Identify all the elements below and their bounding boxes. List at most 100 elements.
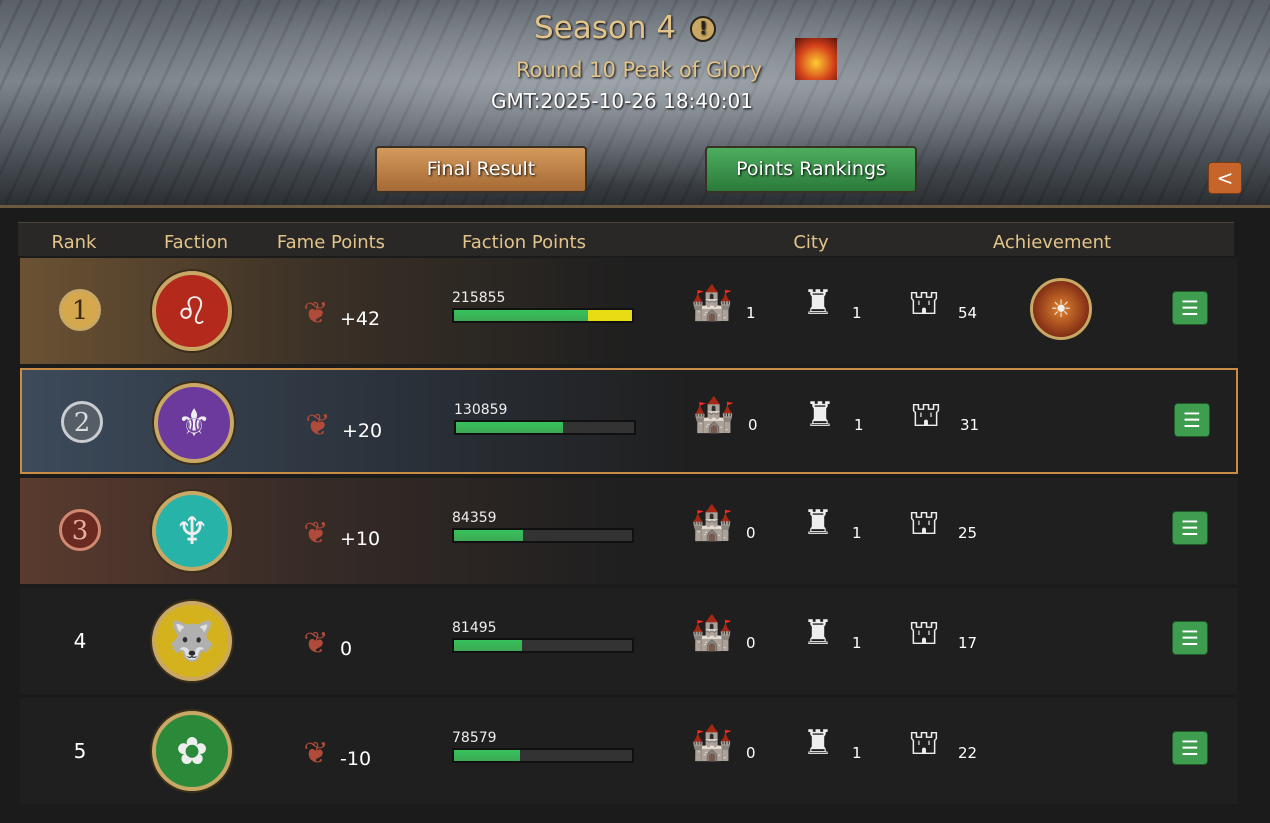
- rank-cell: 3: [55, 503, 105, 559]
- fortress-icon: ♜: [802, 613, 834, 653]
- progress-fill: [456, 422, 563, 433]
- progress-fill: [454, 640, 522, 651]
- gatehouse-count: 25: [958, 524, 978, 542]
- faction-crest-dragon-icon[interactable]: ⚜: [154, 383, 234, 463]
- faction-points: 81495: [452, 620, 497, 636]
- fame-crest-icon: ❦: [303, 296, 329, 331]
- faction-crest-wolf-icon[interactable]: 🐺: [152, 601, 232, 681]
- faction-points-bar: [452, 748, 634, 763]
- progress-fill: [454, 750, 520, 761]
- table-row[interactable]: 4 🐺 ❦ 0 81495 🏰 0 ♜ 1 ⛫ 17 ☰: [20, 588, 1238, 694]
- details-list-button[interactable]: ☰: [1172, 291, 1208, 325]
- faction-crest-rose-icon[interactable]: ✿: [152, 711, 232, 791]
- season-banner: Season 4! Round 10 Peak of Glory GMT:202…: [0, 0, 1270, 208]
- battle-background: [0, 0, 1270, 205]
- gatehouse-icon: ⛫: [910, 395, 942, 435]
- fame-crest-icon: ❦: [303, 626, 329, 661]
- season-title: Season 4!: [0, 10, 1250, 46]
- header-fame-points: Fame Points: [276, 232, 386, 253]
- season-title-text: Season 4: [533, 10, 677, 46]
- fortress-icon: ♜: [802, 723, 834, 763]
- fame-points: +42: [340, 308, 381, 330]
- castle-count: 1: [746, 304, 756, 322]
- rank-medal-icon: 2: [61, 401, 103, 443]
- rank-medal-icon: 1: [59, 289, 101, 331]
- gatehouse-count: 54: [958, 304, 978, 322]
- rank-cell: 2: [57, 395, 107, 451]
- castle-count: 0: [746, 634, 756, 652]
- gmt-time: GMT:2025-10-26 18:40:01: [491, 89, 753, 113]
- final-result-button[interactable]: Final Result: [375, 146, 587, 193]
- castle-count: 0: [746, 524, 756, 542]
- faction-crest-lion-icon[interactable]: ♌: [152, 271, 232, 351]
- fame-crest-icon: ❦: [303, 516, 329, 551]
- fame-points: +20: [342, 420, 383, 442]
- rank-cell: 4: [55, 613, 105, 669]
- rank-number: 5: [73, 739, 87, 763]
- fame-crest-icon: ❦: [303, 736, 329, 771]
- fortress-count: 1: [854, 416, 864, 434]
- gatehouse-icon: ⛫: [908, 503, 940, 543]
- table-row[interactable]: 1 ♌ ❦ +42 215855 🏰 1 ♜ 1 ⛫ 54 ☀ ☰: [20, 258, 1238, 364]
- castle-icon: 🏰: [690, 723, 734, 763]
- header-faction-points: Faction Points: [462, 232, 586, 253]
- header-achievement: Achievement: [992, 232, 1112, 253]
- bonus-fill: [587, 310, 632, 321]
- gatehouse-icon: ⛫: [908, 723, 940, 763]
- fortress-count: 1: [852, 634, 862, 652]
- table-row[interactable]: 3 ♆ ❦ +10 84359 🏰 0 ♜ 1 ⛫ 25 ☰: [20, 478, 1238, 584]
- table-row[interactable]: 5 ✿ ❦ -10 78579 🏰 0 ♜ 1 ⛫ 22 ☰: [20, 698, 1238, 804]
- details-list-button[interactable]: ☰: [1172, 511, 1208, 545]
- rank-cell: 5: [55, 723, 105, 779]
- faction-points: 130859: [454, 402, 508, 418]
- table-header: Rank Faction Fame Points Faction Points …: [18, 222, 1234, 256]
- fortress-icon: ♜: [804, 395, 836, 435]
- faction-points-bar: [452, 528, 634, 543]
- details-list-button[interactable]: ☰: [1174, 403, 1210, 437]
- gatehouse-count: 17: [958, 634, 978, 652]
- achievement-badge-icon[interactable]: ☀: [1030, 278, 1092, 340]
- fame-points: +10: [340, 528, 381, 550]
- faction-points-bar: [452, 308, 634, 323]
- round-emblem-icon: [795, 38, 837, 80]
- faction-points-bar: [452, 638, 634, 653]
- gatehouse-count: 31: [960, 416, 980, 434]
- faction-points-bar: [454, 420, 636, 435]
- rank-medal-icon: 3: [59, 509, 101, 551]
- progress-fill: [454, 530, 524, 541]
- details-list-button[interactable]: ☰: [1172, 621, 1208, 655]
- faction-points: 78579: [452, 730, 497, 746]
- header-city: City: [793, 232, 829, 253]
- faction-points: 84359: [452, 510, 497, 526]
- gatehouse-icon: ⛫: [908, 283, 940, 323]
- points-rankings-button[interactable]: Points Rankings: [705, 146, 917, 193]
- fame-crest-icon: ❦: [305, 408, 331, 443]
- castle-count: 0: [746, 744, 756, 762]
- progress-fill: [454, 310, 588, 321]
- castle-icon: 🏰: [690, 283, 734, 323]
- castle-icon: 🏰: [690, 503, 734, 543]
- fortress-icon: ♜: [802, 503, 834, 543]
- fortress-count: 1: [852, 304, 862, 322]
- faction-points: 215855: [452, 290, 506, 306]
- fortress-count: 1: [852, 524, 862, 542]
- header-faction: Faction: [163, 232, 229, 253]
- castle-icon: 🏰: [690, 613, 734, 653]
- fortress-icon: ♜: [802, 283, 834, 323]
- exclamation-icon[interactable]: !: [690, 16, 717, 42]
- castle-count: 0: [748, 416, 758, 434]
- share-icon[interactable]: <: [1208, 162, 1242, 194]
- rank-number: 4: [73, 629, 87, 653]
- gatehouse-count: 22: [958, 744, 978, 762]
- details-list-button[interactable]: ☰: [1172, 731, 1208, 765]
- gatehouse-icon: ⛫: [908, 613, 940, 653]
- castle-icon: 🏰: [692, 395, 736, 435]
- round-name: Round 10 Peak of Glory: [516, 58, 762, 82]
- fortress-count: 1: [852, 744, 862, 762]
- fame-points: 0: [340, 638, 353, 660]
- table-row[interactable]: 2 ⚜ ❦ +20 130859 🏰 0 ♜ 1 ⛫ 31 ☰: [20, 368, 1238, 474]
- rank-cell: 1: [55, 283, 105, 339]
- header-rank: Rank: [51, 232, 97, 253]
- faction-crest-kraken-icon[interactable]: ♆: [152, 491, 232, 571]
- fame-points: -10: [340, 748, 372, 770]
